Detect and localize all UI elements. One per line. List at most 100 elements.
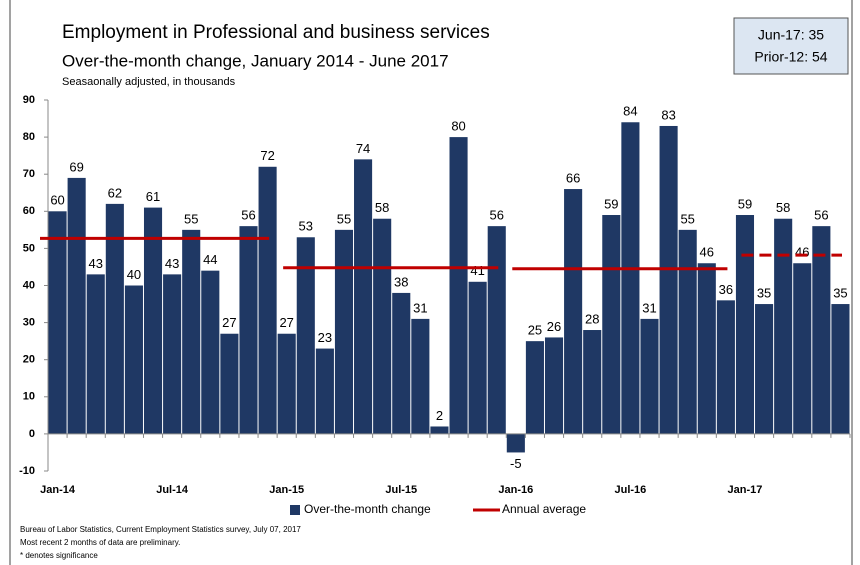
data-label: 55	[337, 211, 351, 226]
bar	[735, 215, 755, 434]
data-label: 58	[375, 200, 389, 215]
chart-subtitle: Over-the-month change, January 2014 - Ju…	[62, 51, 449, 70]
bar	[602, 215, 621, 434]
bar	[449, 137, 468, 434]
footnote: Bureau of Labor Statistics, Current Empl…	[20, 525, 301, 534]
data-label: 58	[776, 200, 790, 215]
y-tick-label: 90	[23, 94, 35, 106]
bar	[105, 203, 124, 434]
data-label: 44	[203, 252, 217, 267]
data-label: 84	[623, 104, 637, 119]
data-label: 72	[260, 148, 274, 163]
data-label: 46	[700, 245, 714, 260]
data-label: 35	[757, 285, 771, 300]
bar	[239, 226, 258, 434]
x-tick-label: Jul-15	[385, 484, 417, 496]
bar	[755, 304, 774, 434]
data-label: 2	[436, 408, 443, 423]
y-tick-label: -10	[19, 465, 35, 477]
bar	[315, 348, 334, 434]
y-axis-label: Seasaonally adjusted, in thousands	[62, 76, 236, 88]
bar	[220, 333, 239, 434]
bar	[163, 274, 182, 434]
bar	[793, 263, 812, 434]
bar	[411, 318, 430, 434]
y-tick-label: 60	[23, 205, 35, 217]
data-label: 46	[795, 245, 809, 260]
bar	[258, 166, 277, 434]
bar	[544, 337, 564, 434]
bar	[564, 189, 583, 434]
bar	[67, 177, 86, 434]
data-label: 23	[318, 330, 332, 345]
bar	[506, 433, 525, 453]
data-label: 56	[814, 208, 828, 223]
data-label: 69	[69, 159, 83, 174]
legend-swatch	[290, 505, 300, 515]
data-label: 80	[451, 119, 465, 134]
bar	[143, 207, 163, 434]
data-label: 59	[604, 196, 618, 211]
data-label: 31	[642, 300, 656, 315]
data-label: 27	[279, 315, 293, 330]
x-tick-label: Jan-14	[40, 484, 76, 496]
data-label: 26	[547, 319, 561, 334]
bar	[716, 300, 735, 434]
data-label: 56	[241, 208, 255, 223]
data-label: 38	[394, 274, 408, 289]
x-tick-label: Jan-15	[269, 484, 304, 496]
bar	[812, 226, 831, 434]
bar	[124, 285, 143, 434]
bar	[392, 292, 411, 434]
bar	[678, 229, 697, 434]
data-label: 55	[184, 211, 198, 226]
bar	[334, 229, 354, 434]
y-tick-label: 80	[23, 131, 35, 143]
bar	[48, 211, 67, 434]
y-tick-label: 40	[23, 279, 35, 291]
data-label: 59	[738, 196, 752, 211]
bar	[373, 218, 392, 434]
data-label: 43	[165, 256, 179, 271]
data-label: 25	[528, 323, 542, 338]
data-label: 31	[413, 300, 427, 315]
frame	[9, 0, 853, 565]
x-tick-label: Jan-16	[498, 484, 533, 496]
x-tick-label: Jul-14	[156, 484, 189, 496]
bar	[201, 270, 220, 434]
y-tick-label: 70	[23, 168, 35, 180]
data-label: 74	[356, 141, 370, 156]
data-label: 55	[680, 211, 694, 226]
bar	[697, 263, 716, 434]
y-tick-label: 10	[23, 391, 35, 403]
data-label: -5	[510, 456, 522, 471]
bar	[774, 218, 793, 434]
bar	[640, 318, 659, 434]
info-text: Prior-12: 54	[754, 49, 827, 65]
data-label: 40	[127, 267, 141, 282]
bar	[583, 330, 602, 434]
data-label: 43	[89, 256, 103, 271]
data-label: 61	[146, 189, 160, 204]
bar	[182, 229, 201, 434]
x-tick-label: Jul-16	[615, 484, 647, 496]
data-label: 28	[585, 311, 599, 326]
data-label: 53	[299, 219, 313, 234]
y-tick-label: 30	[23, 317, 35, 329]
data-label: 62	[108, 185, 122, 200]
data-label: 60	[50, 193, 64, 208]
y-tick-label: 20	[23, 354, 35, 366]
bar	[621, 122, 640, 434]
chart-title: Employment in Professional and business …	[62, 22, 490, 43]
bar	[86, 274, 105, 434]
bar	[659, 125, 678, 434]
data-label: 83	[661, 107, 675, 122]
bar	[354, 159, 373, 434]
bar	[487, 226, 506, 434]
bar	[277, 333, 296, 434]
bar	[468, 281, 487, 434]
data-label: 27	[222, 315, 236, 330]
footnote: Most recent 2 months of data are prelimi…	[20, 538, 180, 547]
data-label: 56	[490, 208, 504, 223]
data-label: 66	[566, 170, 580, 185]
